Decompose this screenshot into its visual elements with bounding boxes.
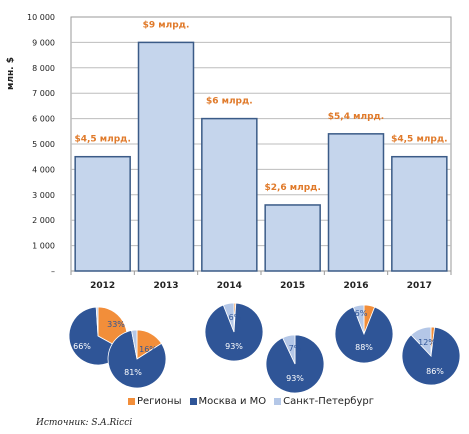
bar-chart: – 1 000 2 000 3 000 4 000 5 000 6 000 7 000 8 00… — [27, 13, 452, 291]
x-tick-label: 2014 — [217, 281, 242, 291]
data-label: $4,5 млрд. — [391, 135, 447, 145]
bar — [74, 155, 131, 272]
pie-slice — [107, 330, 167, 389]
data-label: $2,6 млрд. — [264, 183, 320, 193]
legend-label-spb: Санкт-Петербург — [283, 395, 374, 407]
pie-slice — [334, 306, 394, 364]
y-tick-label: 9 000 — [32, 38, 55, 47]
x-tick-label: 2017 — [407, 281, 432, 291]
data-label: $6 млрд. — [206, 97, 253, 107]
y-tick-label: 6 000 — [32, 115, 55, 124]
bar — [201, 117, 258, 272]
legend-item-spb: Санкт-Петербург — [274, 396, 374, 407]
x-tick-label: 2016 — [343, 281, 368, 291]
y-tick-label: 7 000 — [32, 89, 55, 98]
y-tick-label: 3 000 — [32, 191, 55, 200]
x-tick-label: 2013 — [153, 281, 178, 291]
bar — [137, 41, 195, 272]
legend-swatch-spb — [274, 397, 282, 405]
pie-label: 81% — [124, 368, 142, 377]
pie-label: 93% — [286, 374, 304, 383]
pie-label: 86% — [426, 367, 444, 376]
pie-slice — [131, 329, 138, 360]
data-label: $5,4 млрд. — [328, 112, 384, 122]
legend-swatch-moscow — [189, 397, 197, 405]
pie-slice — [222, 302, 235, 333]
pie-label: 88% — [355, 343, 373, 352]
y-tick-label: 2 000 — [32, 216, 55, 225]
y-tick-label: 4 000 — [32, 165, 55, 174]
pie-label: 12% — [418, 338, 436, 347]
pie-slice — [95, 306, 99, 337]
pie-label: 66% — [73, 342, 91, 351]
y-tick-label: 1 000 — [32, 242, 55, 251]
pie-slice — [282, 334, 296, 365]
x-tick-label: 2012 — [90, 281, 115, 291]
legend-label-regions: Регионы — [137, 395, 182, 407]
pie-label: 16% — [139, 345, 157, 354]
y-tick-label: 8 000 — [32, 64, 55, 73]
y-tick-label: 10 000 — [27, 13, 55, 22]
x-tick-label: 2015 — [280, 281, 305, 291]
bar — [327, 133, 385, 272]
bar — [391, 155, 448, 272]
legend-label-moscow: Москва и МО — [198, 395, 267, 407]
pie-slice — [410, 326, 432, 358]
pie-label: 33% — [107, 320, 125, 329]
data-label: $4,5 млрд. — [74, 135, 130, 145]
pie-label: 6% — [229, 313, 242, 322]
legend-swatch-regions — [128, 397, 135, 405]
pie-label: 93% — [225, 342, 243, 351]
bar — [264, 204, 321, 272]
data-label: $9 млрд. — [143, 20, 190, 30]
source-note: Источник: S.A.Ricci — [36, 418, 133, 428]
y-tick-label: 5 000 — [32, 140, 55, 149]
legend-item-regions: Регионы — [128, 396, 182, 407]
pie-label: 7% — [289, 344, 302, 353]
y-tick-label: – — [51, 267, 55, 276]
legend-item-moscow: Москва и МО — [189, 395, 267, 407]
pie-slice — [352, 304, 365, 335]
pie-label: 6% — [355, 309, 368, 318]
pie-legend: Регионы Москва и МО Санкт-Петербург — [128, 394, 378, 408]
